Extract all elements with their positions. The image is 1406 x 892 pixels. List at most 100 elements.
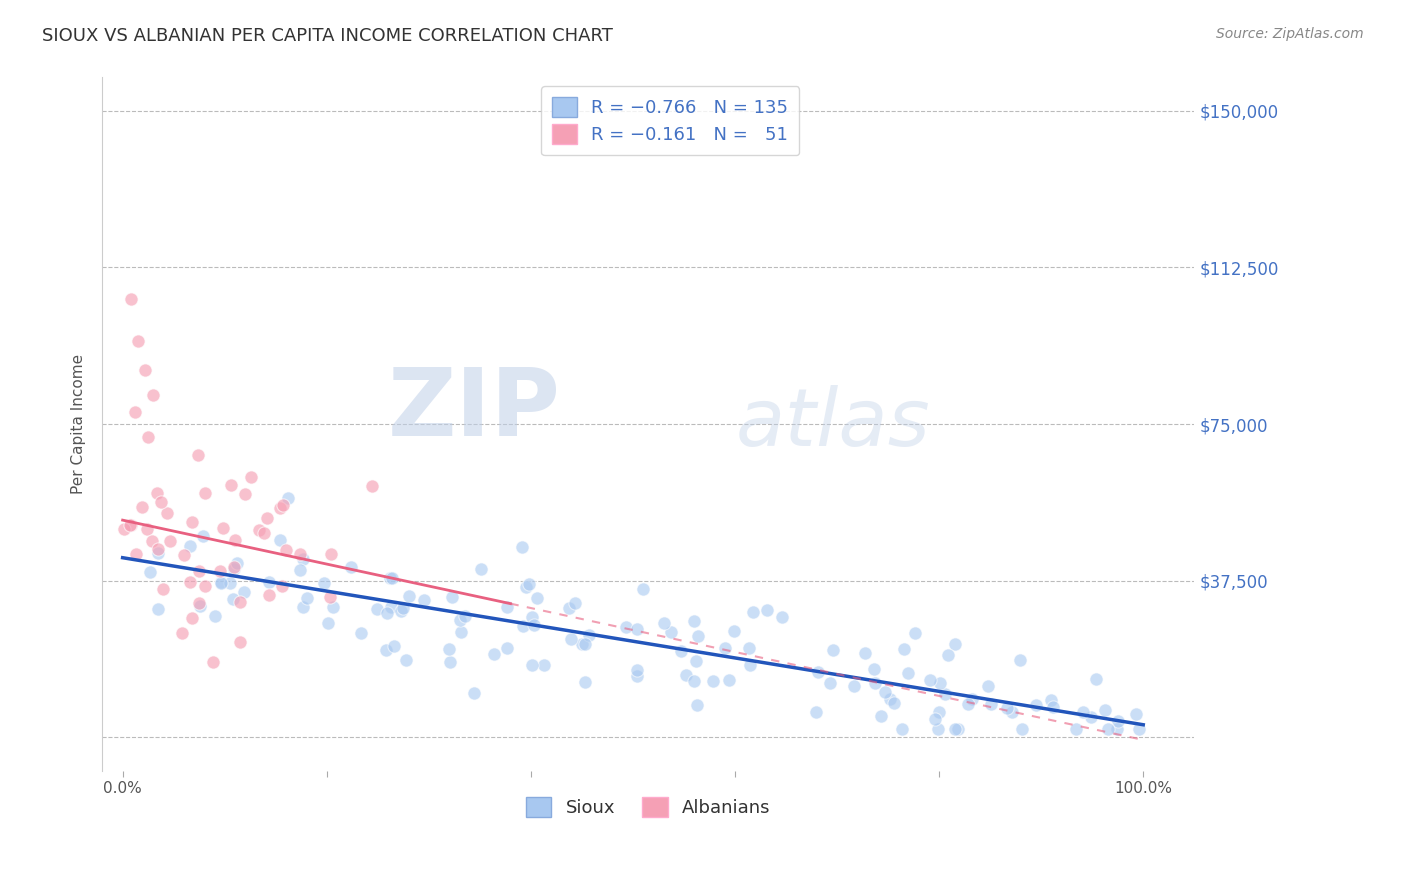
Point [127, 334, 149, 348]
Point [943, 722, 966, 736]
Point [208, 564, 231, 578]
Point [391, 604, 413, 618]
Point [276, 491, 298, 505]
Point [219, 478, 242, 492]
Point [997, 701, 1019, 715]
Point [742, 605, 765, 619]
Point [631, 582, 654, 597]
Point [463, 686, 485, 700]
Point [891, 722, 914, 736]
Point [924, 712, 946, 726]
Point [212, 520, 235, 534]
Point [928, 705, 950, 719]
Point [675, 668, 697, 682]
Point [804, 705, 827, 719]
Point [520, 609, 543, 624]
Point [1042, 700, 1064, 714]
Point [652, 616, 675, 631]
Point [288, 547, 311, 561]
Point [517, 577, 540, 591]
Point [980, 697, 1002, 711]
Point [853, 646, 876, 660]
Point [685, 655, 707, 669]
Point [1011, 722, 1033, 736]
Point [1125, 707, 1147, 722]
Point [271, 579, 294, 593]
Point [391, 601, 413, 615]
Point [936, 648, 959, 663]
Point [366, 602, 388, 616]
Point [252, 526, 274, 541]
Point [1084, 672, 1107, 686]
Point [136, 429, 159, 443]
Point [271, 499, 294, 513]
Point [139, 565, 162, 579]
Point [515, 581, 537, 595]
Point [141, 533, 163, 548]
Point [291, 599, 314, 614]
Point [295, 591, 318, 605]
Point [1128, 722, 1150, 736]
Point [578, 628, 600, 642]
Point [152, 582, 174, 597]
Point [291, 552, 314, 566]
Point [120, 518, 142, 533]
Point [879, 692, 901, 706]
Point [201, 656, 224, 670]
Point [512, 619, 534, 633]
Point [1097, 722, 1119, 736]
Point [449, 613, 471, 627]
Point [863, 662, 886, 676]
Point [229, 635, 252, 649]
Point [181, 516, 204, 530]
Point [669, 644, 692, 658]
Point [288, 563, 311, 577]
Text: ZIP: ZIP [388, 364, 561, 456]
Point [381, 572, 404, 586]
Point [226, 557, 249, 571]
Point [943, 637, 966, 651]
Point [361, 479, 384, 493]
Point [437, 642, 460, 657]
Point [893, 642, 915, 657]
Point [257, 574, 280, 589]
Point [146, 602, 169, 616]
Point [322, 600, 344, 615]
Point [209, 574, 232, 589]
Point [558, 601, 581, 615]
Point [574, 674, 596, 689]
Text: Source: ZipAtlas.com: Source: ZipAtlas.com [1216, 27, 1364, 41]
Point [683, 614, 706, 628]
Point [159, 534, 181, 549]
Point [533, 657, 555, 672]
Point [222, 559, 245, 574]
Point [1025, 698, 1047, 713]
Point [770, 609, 793, 624]
Point [439, 655, 461, 669]
Point [112, 522, 135, 536]
Point [179, 539, 201, 553]
Point [918, 673, 941, 687]
Point [276, 543, 298, 558]
Point [927, 722, 949, 736]
Point [148, 542, 170, 557]
Point [247, 523, 270, 537]
Point [398, 590, 420, 604]
Point [962, 692, 984, 706]
Point [149, 495, 172, 509]
Point [875, 684, 897, 698]
Point [142, 388, 165, 402]
Point [181, 611, 204, 625]
Point [219, 576, 242, 591]
Point [269, 533, 291, 547]
Point [204, 609, 226, 624]
Point [1064, 722, 1087, 736]
Point [946, 722, 969, 736]
Point [224, 533, 246, 548]
Point [340, 559, 363, 574]
Point [350, 626, 373, 640]
Point [737, 641, 759, 656]
Point [904, 625, 927, 640]
Point [124, 404, 146, 418]
Point [256, 511, 278, 525]
